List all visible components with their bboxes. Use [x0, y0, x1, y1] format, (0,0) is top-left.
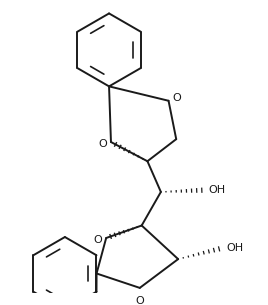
Text: OH: OH [226, 242, 243, 253]
Text: O: O [94, 235, 102, 245]
Text: O: O [98, 139, 107, 149]
Text: O: O [135, 296, 144, 305]
Text: OH: OH [209, 185, 226, 195]
Text: O: O [172, 93, 181, 103]
